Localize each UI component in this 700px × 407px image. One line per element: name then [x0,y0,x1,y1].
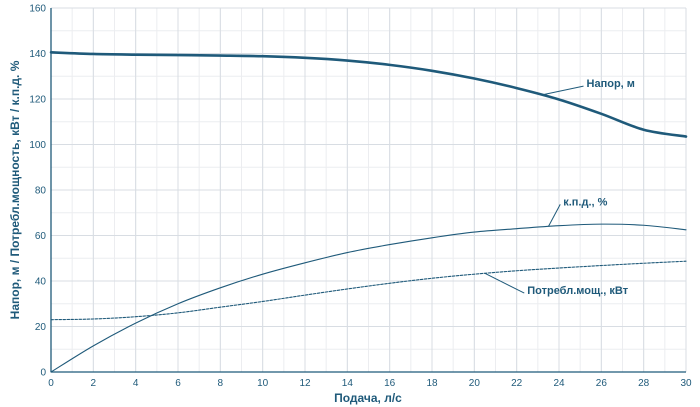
axes [50,8,686,373]
x-tick-label: 28 [638,378,650,389]
annotation-label: Потребл.мощ., кВт [527,285,628,297]
x-tick-label: 24 [553,378,565,389]
annotation-leader [541,85,584,96]
x-tick-label: 26 [596,378,608,389]
annotations: Напор, м к.п.д., % Потребл.мощ., кВт [484,78,635,297]
x-tick-labels: 0 2 4 6 8 10 12 14 16 18 20 22 24 26 28 30 [48,378,692,389]
y-tick-labels: 0 20 40 60 80 100 120 140 160 [29,4,46,379]
x-tick-label: 20 [469,378,481,389]
x-tick-label: 4 [133,378,139,389]
series-lines [49,51,688,373]
y-tick-label: 140 [29,49,46,60]
x-tick-label: 6 [175,378,181,389]
y-tick-label: 60 [35,231,47,242]
y-tick-label: 80 [35,186,47,197]
x-tick-label: 14 [342,378,354,389]
x-tick-label: 2 [91,378,97,389]
x-tick-label: 22 [511,378,523,389]
y-tick-label: 40 [35,277,47,288]
y-tick-label: 120 [29,95,46,106]
y-tick-label: 100 [29,140,46,151]
head-curve [49,51,688,138]
annotation-label: Напор, м [587,78,635,90]
power-curve [50,260,687,321]
annotation-leader [484,272,525,294]
annotation-leader [547,204,561,227]
annotation-label: к.п.д., % [563,196,607,208]
x-tick-label: 18 [426,378,438,389]
x-tick-label: 12 [299,378,311,389]
y-tick-label: 160 [29,4,46,15]
efficiency-curve [50,223,687,373]
x-axis-title: Подача, л/с [334,391,402,405]
y-tick-label: 20 [35,322,47,333]
x-tick-label: 0 [48,378,54,389]
y-axis-title: Напор, м / Потребл.мощность, кВт / к.п.д… [8,60,22,319]
x-tick-label: 16 [384,378,396,389]
x-tick-label: 30 [680,378,692,389]
x-tick-label: 10 [257,378,269,389]
x-tick-label: 8 [218,378,224,389]
y-tick-label: 0 [40,368,46,379]
